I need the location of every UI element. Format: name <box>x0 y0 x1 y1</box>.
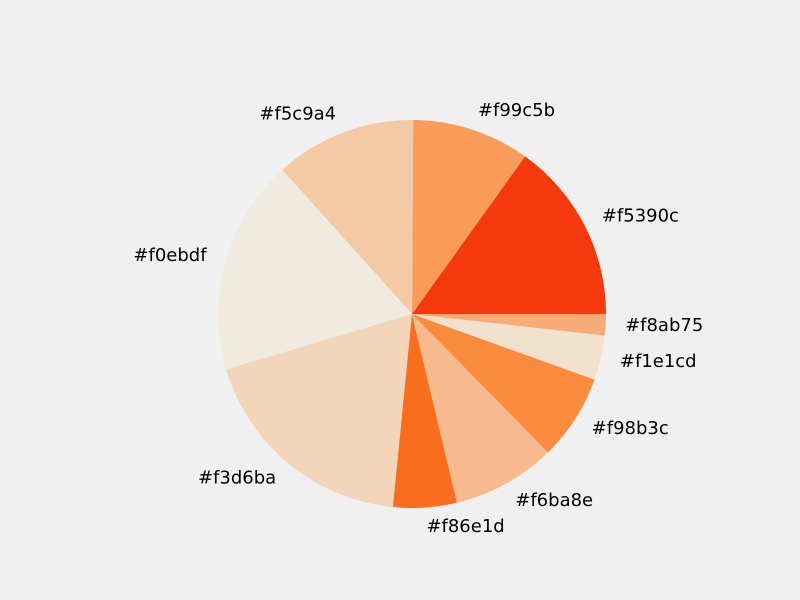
pie-slice <box>282 119 414 314</box>
pie-slice <box>392 314 457 509</box>
pie-slice <box>412 314 605 380</box>
pie-slice <box>226 314 412 508</box>
slice-label: #f8ab75 <box>625 315 703 336</box>
pie-slice <box>412 314 548 503</box>
slice-label: #f5c9a4 <box>259 104 336 125</box>
slice-label: #f99c5b <box>478 100 555 121</box>
pie-slice <box>412 120 526 314</box>
pie-labels: #f5390c #f99c5b #f5c9a4 #f0ebdf #f3d6ba #f86e… <box>133 100 703 537</box>
slice-label: #f5390c <box>602 206 679 227</box>
pie-slice <box>217 169 412 370</box>
slice-label: #f0ebdf <box>133 245 207 266</box>
pie-slice <box>412 314 606 336</box>
slice-label: #f6ba8e <box>515 490 593 511</box>
slice-label: #f98b3c <box>592 418 669 439</box>
pie-slice <box>412 314 595 453</box>
slice-label: #f3d6ba <box>198 468 276 489</box>
pie-slice <box>412 156 606 314</box>
slice-label: #f86e1d <box>426 516 504 537</box>
pie-slices <box>217 119 606 509</box>
slice-label: #f1e1cd <box>620 351 697 372</box>
